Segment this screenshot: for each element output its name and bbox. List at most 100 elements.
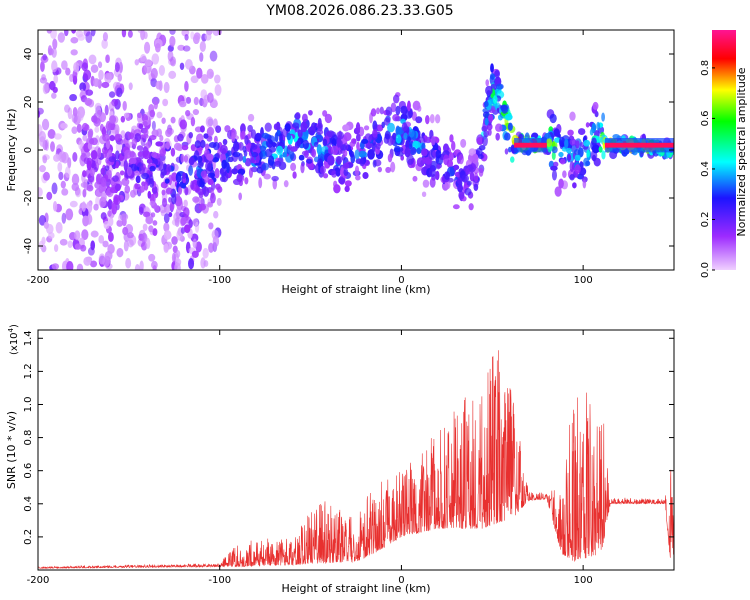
spectrogram-blob — [331, 138, 337, 148]
spectrogram-blob — [394, 145, 401, 152]
spectrogram-blob — [151, 151, 158, 158]
spectrogram-blob — [507, 122, 513, 131]
spectrogram-blob — [434, 114, 441, 124]
spectrogram-blob — [43, 171, 50, 181]
colorbar-tick-label: 0.8 — [700, 60, 711, 76]
spectrogram-blob — [145, 216, 154, 225]
spectrogram-blob — [211, 229, 219, 240]
spectrogram-blob — [216, 197, 222, 206]
spectrogram-blob — [572, 182, 577, 189]
spectrogram-blob — [49, 80, 56, 91]
spectrogram-blob — [150, 67, 158, 80]
spectrogram-blob — [70, 37, 79, 44]
spectrogram-blob — [485, 85, 493, 96]
spectrogram-blob — [159, 134, 164, 142]
spectrogram-blob — [120, 213, 129, 221]
spectrogram-blob — [150, 212, 156, 218]
spectrogram-blob — [385, 166, 392, 173]
spectrogram-blob — [171, 193, 177, 205]
spectrogram-blob — [86, 184, 94, 192]
spectrogram-blob — [211, 157, 220, 163]
spectrogram-blob — [569, 138, 577, 146]
spectrogram-blob — [286, 132, 292, 141]
spectrogram-blob — [473, 183, 479, 191]
spectrogram-blob — [122, 100, 127, 111]
spectrogram-blob — [89, 138, 95, 145]
spectrogram-blob — [487, 128, 492, 136]
spectrogram-blob — [313, 141, 319, 148]
spectrogram-blob — [149, 165, 156, 172]
spectrogram-blob — [283, 180, 289, 188]
spectrogram-blob — [51, 60, 58, 73]
spectrogram-blob — [86, 160, 92, 171]
spectrogram-blob — [168, 197, 172, 203]
spectrogram-blob — [316, 144, 322, 155]
spectrogram-blob — [74, 243, 82, 250]
spectrogram-blob — [72, 106, 78, 117]
spectrogram-blob — [135, 175, 141, 184]
spectrogram-blob — [159, 148, 167, 157]
spectrogram-blob — [107, 243, 115, 255]
spectrogram-blob — [65, 208, 74, 221]
spectrogram-blob — [182, 183, 187, 189]
spectrogram-blob — [165, 141, 171, 150]
spectrogram-blob — [464, 188, 472, 196]
spectrogram-blob — [199, 177, 205, 188]
spectrogram-blob — [260, 150, 268, 160]
spectrogram-blob — [102, 150, 108, 159]
spectrogram-blob — [401, 122, 408, 132]
spectrogram-blob — [210, 192, 216, 204]
spectrogram-blob — [163, 81, 170, 94]
spectrogram-blob — [444, 171, 451, 180]
spectrogram-blob — [158, 64, 165, 76]
spectrogram-blob — [98, 234, 105, 244]
spectrogram-blob — [99, 196, 107, 208]
spectrogram-blob — [219, 144, 228, 155]
spectrogram-blob — [354, 165, 360, 177]
spectrogram-blob — [569, 161, 575, 173]
spectrogram-blob — [289, 150, 295, 160]
spectrogram-blob — [460, 138, 467, 148]
spectrogram-blob — [132, 170, 141, 176]
spectrogram-blob — [390, 102, 397, 113]
spectrogram-blob — [71, 182, 80, 192]
spectrogram-blob — [39, 165, 46, 173]
spectrogram-blob — [396, 151, 404, 157]
spectrogram-blob — [108, 216, 114, 227]
spectrogram-blob — [574, 164, 581, 174]
spectrogram-blob — [290, 162, 297, 172]
spectrogram-blob — [50, 141, 55, 152]
spectrogram-blob — [58, 171, 64, 181]
spectrogram-blob — [351, 138, 357, 144]
spectrogram-blob — [355, 133, 361, 142]
spectrogram-blob — [94, 126, 100, 133]
spectrogram-blob — [124, 185, 131, 194]
spectrogram-band — [514, 142, 547, 148]
spectrogram-blob — [206, 126, 215, 136]
spectrogram-blob — [114, 62, 120, 73]
spectrogram-blob — [372, 159, 377, 168]
spectrogram-blob — [134, 59, 140, 66]
spectrogram-blob — [429, 177, 436, 188]
spectrogram-blob — [104, 165, 110, 171]
spectrogram-blob — [302, 139, 310, 150]
spectrogram-blob — [370, 108, 377, 117]
spectrogram-blob — [221, 159, 227, 169]
spectrogram-blob — [103, 220, 110, 230]
spectrogram-blob — [247, 113, 255, 122]
spectrogram-blob — [569, 111, 576, 121]
spectrogram-blob — [478, 167, 484, 177]
spectrogram-blob — [495, 83, 504, 90]
spectrogram-blob — [343, 168, 349, 177]
spectrogram-blob — [182, 172, 186, 179]
spectrogram-blob — [128, 132, 135, 140]
spectrogram-blob — [476, 136, 484, 145]
spectrogram-blob — [39, 77, 48, 84]
spectrogram-blob — [116, 247, 124, 258]
spectrogram-blob — [95, 196, 101, 207]
spectrogram-blob — [356, 141, 360, 151]
spectrogram-blob — [119, 170, 125, 176]
spectrogram-blob — [501, 104, 509, 114]
spectrogram-blob — [375, 143, 381, 150]
spectrogram-blob — [317, 158, 323, 168]
